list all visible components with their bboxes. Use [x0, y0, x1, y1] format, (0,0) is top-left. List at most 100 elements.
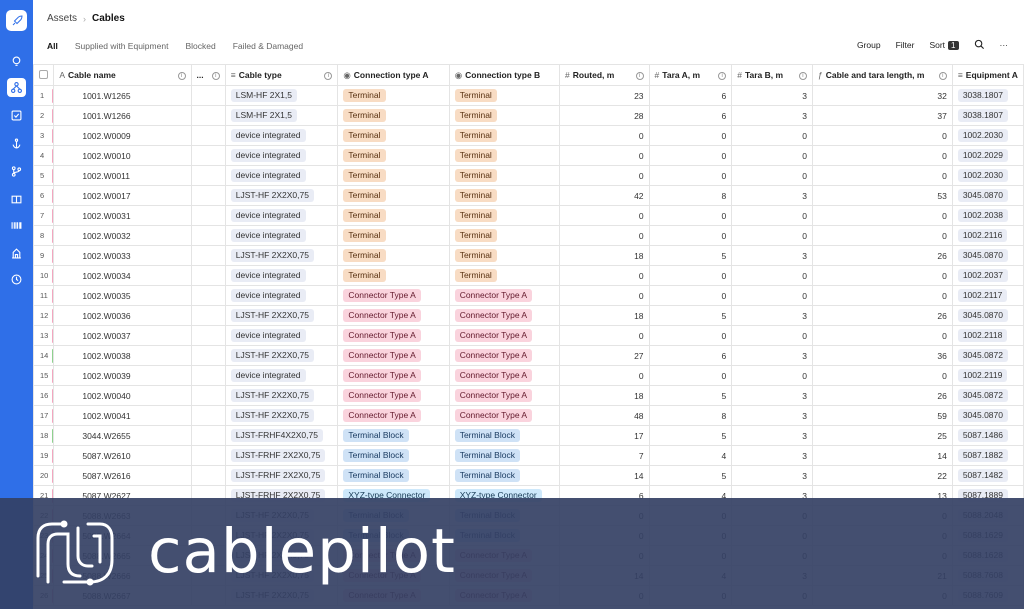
cell-cable-type[interactable]: LJST-HF 2X2X0,75: [224, 245, 339, 266]
cell-connection-type-b[interactable]: Terminal: [448, 265, 561, 286]
cell-connection-type-b[interactable]: Connector Type A: [448, 345, 561, 366]
cell-hidden[interactable]: [190, 185, 226, 206]
building-icon[interactable]: [7, 244, 26, 263]
cell-hidden[interactable]: [190, 205, 226, 226]
cell-tara-b[interactable]: 0: [731, 365, 813, 386]
cell-cable-name[interactable]: 1002.W0041: [53, 405, 192, 426]
table-row[interactable]: 3 1002.W0009 device integrated Terminal Term…: [33, 125, 1024, 146]
cell-hidden[interactable]: [190, 105, 226, 126]
cell-tara-a[interactable]: 5: [648, 385, 733, 406]
cell-routed[interactable]: 23: [559, 85, 650, 106]
cell-hidden[interactable]: [190, 365, 226, 386]
cell-connection-type-b[interactable]: Connector Type A: [448, 305, 561, 326]
cell-cable-and-tara-length[interactable]: 0: [811, 145, 953, 166]
cell-cable-type[interactable]: device integrated: [224, 265, 339, 286]
cell-routed[interactable]: 18: [559, 385, 650, 406]
cell-equipment-a[interactable]: 1002.2029: [951, 145, 1024, 166]
cell-tara-a[interactable]: 0: [648, 165, 733, 186]
cell-tara-b[interactable]: 3: [731, 245, 813, 266]
cell-hidden[interactable]: [190, 325, 226, 346]
cell-connection-type-b[interactable]: Connector Type A: [448, 325, 561, 346]
cell-routed[interactable]: 7: [559, 445, 650, 466]
cell-equipment-a[interactable]: 3045.0870: [951, 405, 1024, 426]
table-row[interactable]: 13 1002.W0037 device integrated Connector T…: [33, 325, 1024, 346]
cell-cable-type[interactable]: device integrated: [224, 165, 339, 186]
cell-connection-type-a[interactable]: Connector Type A: [337, 305, 450, 326]
cell-connection-type-a[interactable]: Connector Type A: [337, 285, 450, 306]
cell-equipment-a[interactable]: 1002.2037: [951, 265, 1024, 286]
cell-tara-a[interactable]: 0: [648, 265, 733, 286]
cell-connection-type-a[interactable]: Connector Type A: [337, 365, 450, 386]
cell-routed[interactable]: 0: [559, 225, 650, 246]
cell-cable-type[interactable]: device integrated: [224, 225, 339, 246]
cell-routed[interactable]: 18: [559, 305, 650, 326]
cell-cable-and-tara-length[interactable]: 26: [811, 385, 953, 406]
cell-cable-type[interactable]: LJST-HF 2X2X0,75: [224, 385, 339, 406]
cell-equipment-a[interactable]: 3045.0870: [951, 245, 1024, 266]
table-row[interactable]: 11 1002.W0035 device integrated Connector T…: [33, 285, 1024, 306]
cell-tara-a[interactable]: 0: [648, 145, 733, 166]
cell-cable-and-tara-length[interactable]: 0: [811, 165, 953, 186]
table-row[interactable]: 19 5087.W2610 LJST-FRHF 2X2X0,75 Terminal B…: [33, 445, 1024, 466]
cell-hidden[interactable]: [190, 145, 226, 166]
cell-tara-a[interactable]: 5: [648, 465, 733, 486]
cell-hidden[interactable]: [190, 405, 226, 426]
table-row[interactable]: 20 5087.W2616 LJST-FRHF 2X2X0,75 Terminal B…: [33, 465, 1024, 486]
sort-button[interactable]: Sort 1: [929, 40, 959, 50]
lightbulb-icon[interactable]: [7, 52, 26, 71]
cell-connection-type-a[interactable]: Terminal Block: [337, 425, 450, 446]
cell-cable-name[interactable]: 1002.W0009: [53, 125, 192, 146]
cell-routed[interactable]: 0: [559, 285, 650, 306]
table-row[interactable]: 6 1002.W0017 LJST-HF 2X2X0,75 Terminal Termi…: [33, 185, 1024, 206]
table-row[interactable]: 15 1002.W0039 device integrated Connector T…: [33, 365, 1024, 386]
cell-cable-type[interactable]: LJST-HF 2X2X0,75: [224, 305, 339, 326]
cell-cable-and-tara-length[interactable]: 26: [811, 305, 953, 326]
cell-connection-type-a[interactable]: Terminal: [337, 125, 450, 146]
cell-connection-type-a[interactable]: Terminal: [337, 165, 450, 186]
table-row[interactable]: 5 1002.W0011 device integrated Terminal Term…: [33, 165, 1024, 186]
cell-tara-b[interactable]: 3: [731, 385, 813, 406]
cell-routed[interactable]: 0: [559, 325, 650, 346]
cell-cable-and-tara-length[interactable]: 0: [811, 225, 953, 246]
cell-tara-b[interactable]: 0: [731, 225, 813, 246]
cell-connection-type-b[interactable]: Terminal: [448, 125, 561, 146]
cell-tara-a[interactable]: 8: [648, 185, 733, 206]
cell-connection-type-b[interactable]: Terminal: [448, 165, 561, 186]
cell-tara-b[interactable]: 0: [731, 125, 813, 146]
cell-equipment-a[interactable]: 5087.1486: [951, 425, 1024, 446]
tab-failed-damaged[interactable]: Failed & Damaged: [232, 41, 304, 51]
cell-tara-a[interactable]: 8: [648, 405, 733, 426]
table-row[interactable]: 4 1002.W0010 device integrated Terminal Term…: [33, 145, 1024, 166]
cell-equipment-a[interactable]: 1002.2119: [951, 365, 1024, 386]
col-connection-type-b[interactable]: ◉ Connection type B: [448, 64, 561, 86]
tab-all[interactable]: All: [47, 41, 58, 51]
cell-tara-a[interactable]: 0: [648, 225, 733, 246]
anchor-icon[interactable]: [7, 134, 26, 153]
cell-connection-type-a[interactable]: Terminal: [337, 145, 450, 166]
cell-tara-a[interactable]: 0: [648, 125, 733, 146]
cell-routed[interactable]: 14: [559, 465, 650, 486]
cell-cable-and-tara-length[interactable]: 0: [811, 285, 953, 306]
cell-connection-type-a[interactable]: Terminal: [337, 205, 450, 226]
branch-icon[interactable]: [7, 162, 26, 181]
checkbox-icon[interactable]: [7, 106, 26, 125]
cell-connection-type-a[interactable]: Terminal: [337, 185, 450, 206]
cell-cable-type[interactable]: device integrated: [224, 125, 339, 146]
cell-cable-name[interactable]: 1002.W0031: [53, 205, 192, 226]
cell-cable-type[interactable]: LSM-HF 2X1,5: [224, 85, 339, 106]
cell-connection-type-b[interactable]: Terminal: [448, 105, 561, 126]
cell-connection-type-a[interactable]: Connector Type A: [337, 405, 450, 426]
cables-nav-icon[interactable]: [7, 78, 26, 97]
cell-cable-and-tara-length[interactable]: 0: [811, 265, 953, 286]
cell-cable-type[interactable]: LJST-FRHF4X2X0,75: [224, 425, 339, 446]
cell-hidden[interactable]: [190, 285, 226, 306]
tab-supplied-with-equipment[interactable]: Supplied with Equipment: [74, 41, 169, 51]
cell-connection-type-b[interactable]: Connector Type A: [448, 365, 561, 386]
cell-equipment-a[interactable]: 3038.1807: [951, 105, 1024, 126]
cell-routed[interactable]: 0: [559, 365, 650, 386]
cell-connection-type-b[interactable]: Terminal: [448, 145, 561, 166]
cell-connection-type-a[interactable]: Terminal: [337, 85, 450, 106]
cell-tara-a[interactable]: 5: [648, 425, 733, 446]
table-row[interactable]: 8 1002.W0032 device integrated Terminal Term…: [33, 225, 1024, 246]
select-all-checkbox[interactable]: [33, 64, 55, 86]
